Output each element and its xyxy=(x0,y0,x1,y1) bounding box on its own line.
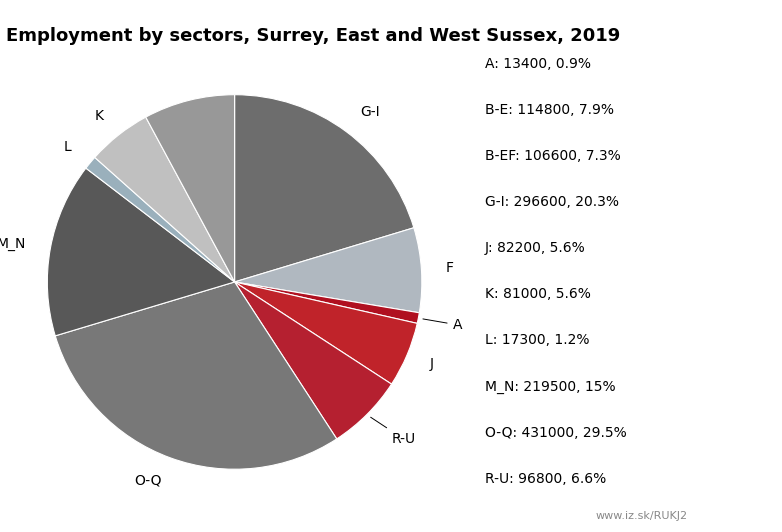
Text: B-EF: 106600, 7.3%: B-EF: 106600, 7.3% xyxy=(485,149,621,163)
Wedge shape xyxy=(235,95,414,282)
Wedge shape xyxy=(235,282,392,439)
Text: M_N: 219500, 15%: M_N: 219500, 15% xyxy=(485,380,615,394)
Text: L: L xyxy=(63,140,71,154)
Text: R-U: 96800, 6.6%: R-U: 96800, 6.6% xyxy=(485,472,606,486)
Text: F: F xyxy=(446,261,454,276)
Text: www.iz.sk/RUKJ2: www.iz.sk/RUKJ2 xyxy=(595,511,687,521)
Text: A: 13400, 0.9%: A: 13400, 0.9% xyxy=(485,57,591,71)
Text: M_N: M_N xyxy=(0,237,27,251)
Text: G-I: G-I xyxy=(361,105,380,119)
Text: O-Q: O-Q xyxy=(135,473,162,488)
Text: J: J xyxy=(429,358,433,371)
Text: L: 17300, 1.2%: L: 17300, 1.2% xyxy=(485,334,590,347)
Wedge shape xyxy=(48,168,235,336)
Text: G-I: 296600, 20.3%: G-I: 296600, 20.3% xyxy=(485,195,619,209)
Text: K: K xyxy=(95,109,103,123)
Text: B-E: 114800, 7.9%: B-E: 114800, 7.9% xyxy=(485,103,614,117)
Text: R-U: R-U xyxy=(371,417,416,446)
Wedge shape xyxy=(86,157,235,282)
Wedge shape xyxy=(95,117,235,282)
Wedge shape xyxy=(235,282,418,384)
Text: J: 82200, 5.6%: J: 82200, 5.6% xyxy=(485,242,586,255)
Wedge shape xyxy=(235,282,419,323)
Wedge shape xyxy=(235,228,421,313)
Text: A: A xyxy=(423,318,462,332)
Text: O-Q: 431000, 29.5%: O-Q: 431000, 29.5% xyxy=(485,426,626,439)
Wedge shape xyxy=(145,95,235,282)
Text: Employment by sectors, Surrey, East and West Sussex, 2019: Employment by sectors, Surrey, East and … xyxy=(5,27,620,45)
Text: K: 81000, 5.6%: K: 81000, 5.6% xyxy=(485,287,590,301)
Wedge shape xyxy=(56,282,337,469)
